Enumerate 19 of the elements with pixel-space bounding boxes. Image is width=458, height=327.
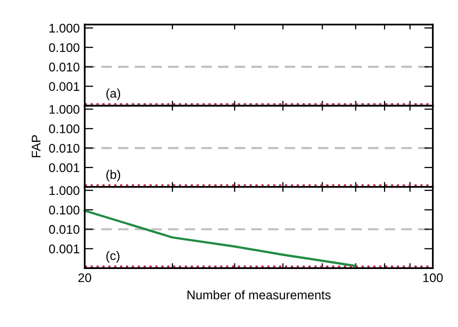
y-tick-label: 0.100 <box>49 43 80 52</box>
x-tick-label: 20 <box>78 273 92 282</box>
annotation: (a) <box>106 88 120 100</box>
annotation: (c) <box>106 250 120 263</box>
y-tick-label: 0.010 <box>49 62 80 72</box>
y-tick-label: 0.100 <box>49 206 80 214</box>
y-tick-label: 0.010 <box>49 144 80 153</box>
x-axis-title: Number of measurements <box>188 290 331 300</box>
y-tick-label: 1.000 <box>50 186 80 196</box>
y-tick-label: 0.001 <box>49 163 80 172</box>
y-tick-label: 1.000 <box>50 24 80 33</box>
x-tick-label: 100 <box>423 273 443 282</box>
y-tick-label: 0.100 <box>49 124 80 134</box>
y-tick-label: 0.010 <box>49 225 80 234</box>
y-tick-label: 1.000 <box>50 104 80 114</box>
annotation: (b) <box>106 170 120 182</box>
y-tick-label: 0.001 <box>49 82 80 91</box>
y-axis-title: FAP <box>32 135 40 158</box>
y-tick-label: 0.001 <box>49 244 80 254</box>
